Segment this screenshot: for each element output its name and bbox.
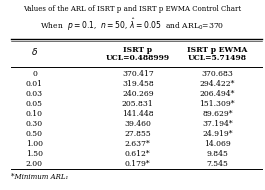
Text: 294.422*: 294.422* — [200, 80, 235, 88]
Text: 0.01: 0.01 — [26, 80, 43, 88]
Text: 0.03: 0.03 — [26, 90, 43, 98]
Text: When  $p = 0.1$,  $n = 50$, $\hat{\lambda} = 0.05$  and ARL$_0$=370: When $p = 0.1$, $n = 50$, $\hat{\lambda}… — [40, 16, 225, 33]
Text: *Minimum ARL₁: *Minimum ARL₁ — [11, 173, 68, 181]
Text: 39.460: 39.460 — [124, 120, 151, 128]
Text: UCL=0.488999: UCL=0.488999 — [106, 54, 170, 62]
Text: 141.448: 141.448 — [122, 110, 154, 118]
Text: 2.00: 2.00 — [26, 160, 43, 168]
Text: 89.629*: 89.629* — [202, 110, 233, 118]
Text: 0: 0 — [32, 70, 37, 78]
Text: 9.845: 9.845 — [206, 150, 228, 158]
Text: 24.919*: 24.919* — [202, 130, 233, 138]
Text: 151.309*: 151.309* — [200, 100, 235, 108]
Text: ISRT p EWMA: ISRT p EWMA — [187, 46, 248, 54]
Text: 0.10: 0.10 — [26, 110, 43, 118]
Text: 0.05: 0.05 — [26, 100, 43, 108]
Text: 370.417: 370.417 — [122, 70, 154, 78]
Text: 205.831: 205.831 — [122, 100, 154, 108]
Text: Values of the ARL of ISRT p and ISRT p EWMA Control Chart: Values of the ARL of ISRT p and ISRT p E… — [23, 5, 242, 13]
Text: 370.683: 370.683 — [201, 70, 233, 78]
Text: 319.458: 319.458 — [122, 80, 154, 88]
Text: 240.269: 240.269 — [122, 90, 154, 98]
Text: 1.00: 1.00 — [26, 140, 43, 148]
Text: 37.194*: 37.194* — [202, 120, 233, 128]
Text: 0.612*: 0.612* — [125, 150, 151, 158]
Text: 0.50: 0.50 — [26, 130, 43, 138]
Text: 2.637*: 2.637* — [125, 140, 151, 148]
Text: UCL=5.71498: UCL=5.71498 — [188, 54, 247, 62]
Text: 0.30: 0.30 — [26, 120, 43, 128]
Text: $\delta$: $\delta$ — [31, 46, 38, 57]
Text: 1.50: 1.50 — [26, 150, 43, 158]
Text: 206.494*: 206.494* — [200, 90, 235, 98]
Text: 14.069: 14.069 — [204, 140, 231, 148]
Text: 7.545: 7.545 — [206, 160, 228, 168]
Text: 27.855: 27.855 — [125, 130, 151, 138]
Text: ISRT p: ISRT p — [123, 46, 152, 54]
Text: 0.179*: 0.179* — [125, 160, 151, 168]
